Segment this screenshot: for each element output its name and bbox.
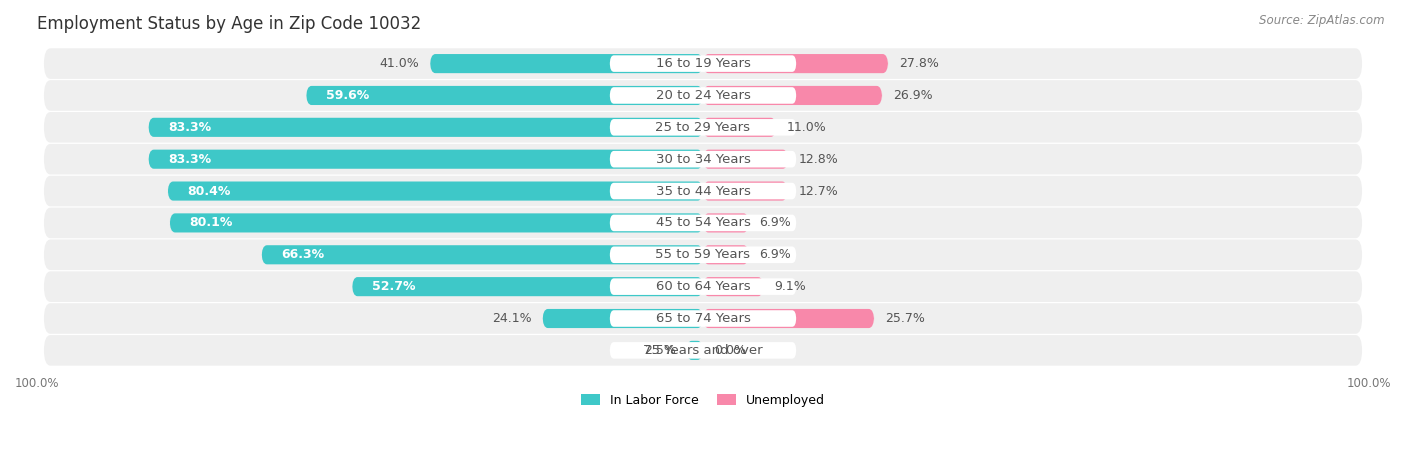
Text: 41.0%: 41.0% bbox=[380, 57, 419, 70]
Text: 2.5%: 2.5% bbox=[644, 344, 676, 357]
Text: 27.8%: 27.8% bbox=[898, 57, 939, 70]
FancyBboxPatch shape bbox=[610, 183, 796, 199]
Text: 16 to 19 Years: 16 to 19 Years bbox=[655, 57, 751, 70]
Text: 26.9%: 26.9% bbox=[893, 89, 932, 102]
Text: 24.1%: 24.1% bbox=[492, 312, 531, 325]
Text: 66.3%: 66.3% bbox=[281, 249, 325, 261]
FancyBboxPatch shape bbox=[262, 245, 703, 264]
FancyBboxPatch shape bbox=[610, 278, 796, 295]
Text: 80.1%: 80.1% bbox=[190, 216, 233, 230]
FancyBboxPatch shape bbox=[703, 245, 749, 264]
FancyBboxPatch shape bbox=[430, 54, 703, 73]
FancyBboxPatch shape bbox=[703, 213, 749, 232]
FancyBboxPatch shape bbox=[610, 55, 796, 72]
FancyBboxPatch shape bbox=[44, 335, 1362, 366]
FancyBboxPatch shape bbox=[149, 118, 703, 137]
FancyBboxPatch shape bbox=[543, 309, 703, 328]
Text: 12.7%: 12.7% bbox=[799, 184, 838, 198]
Text: 11.0%: 11.0% bbox=[787, 121, 827, 134]
FancyBboxPatch shape bbox=[307, 86, 703, 105]
Text: 55 to 59 Years: 55 to 59 Years bbox=[655, 249, 751, 261]
FancyBboxPatch shape bbox=[703, 150, 789, 169]
Text: Employment Status by Age in Zip Code 10032: Employment Status by Age in Zip Code 100… bbox=[37, 15, 422, 33]
FancyBboxPatch shape bbox=[703, 277, 763, 296]
FancyBboxPatch shape bbox=[44, 144, 1362, 175]
Text: 12.8%: 12.8% bbox=[799, 153, 838, 166]
FancyBboxPatch shape bbox=[610, 119, 796, 136]
Text: 75 Years and over: 75 Years and over bbox=[643, 344, 763, 357]
Text: 0.0%: 0.0% bbox=[714, 344, 745, 357]
FancyBboxPatch shape bbox=[352, 277, 703, 296]
FancyBboxPatch shape bbox=[686, 341, 703, 360]
Text: 59.6%: 59.6% bbox=[326, 89, 370, 102]
Legend: In Labor Force, Unemployed: In Labor Force, Unemployed bbox=[578, 390, 828, 411]
Text: 6.9%: 6.9% bbox=[759, 249, 792, 261]
FancyBboxPatch shape bbox=[44, 176, 1362, 207]
FancyBboxPatch shape bbox=[703, 54, 889, 73]
FancyBboxPatch shape bbox=[44, 239, 1362, 270]
Text: 25.7%: 25.7% bbox=[884, 312, 925, 325]
FancyBboxPatch shape bbox=[149, 150, 703, 169]
FancyBboxPatch shape bbox=[610, 342, 796, 359]
Text: 25 to 29 Years: 25 to 29 Years bbox=[655, 121, 751, 134]
FancyBboxPatch shape bbox=[610, 247, 796, 263]
FancyBboxPatch shape bbox=[167, 181, 703, 201]
FancyBboxPatch shape bbox=[703, 309, 875, 328]
FancyBboxPatch shape bbox=[610, 87, 796, 104]
Text: 60 to 64 Years: 60 to 64 Years bbox=[655, 280, 751, 293]
FancyBboxPatch shape bbox=[703, 118, 776, 137]
Text: 9.1%: 9.1% bbox=[775, 280, 806, 293]
Text: 6.9%: 6.9% bbox=[759, 216, 792, 230]
Text: 83.3%: 83.3% bbox=[169, 153, 211, 166]
Text: 35 to 44 Years: 35 to 44 Years bbox=[655, 184, 751, 198]
FancyBboxPatch shape bbox=[610, 310, 796, 327]
FancyBboxPatch shape bbox=[44, 207, 1362, 238]
FancyBboxPatch shape bbox=[44, 112, 1362, 143]
Text: 30 to 34 Years: 30 to 34 Years bbox=[655, 153, 751, 166]
FancyBboxPatch shape bbox=[610, 151, 796, 167]
FancyBboxPatch shape bbox=[44, 303, 1362, 334]
FancyBboxPatch shape bbox=[44, 48, 1362, 79]
FancyBboxPatch shape bbox=[703, 181, 787, 201]
FancyBboxPatch shape bbox=[44, 272, 1362, 302]
Text: 52.7%: 52.7% bbox=[373, 280, 416, 293]
FancyBboxPatch shape bbox=[703, 86, 882, 105]
Text: 20 to 24 Years: 20 to 24 Years bbox=[655, 89, 751, 102]
Text: 80.4%: 80.4% bbox=[188, 184, 231, 198]
Text: 45 to 54 Years: 45 to 54 Years bbox=[655, 216, 751, 230]
FancyBboxPatch shape bbox=[44, 80, 1362, 111]
Text: 65 to 74 Years: 65 to 74 Years bbox=[655, 312, 751, 325]
Text: 83.3%: 83.3% bbox=[169, 121, 211, 134]
Text: Source: ZipAtlas.com: Source: ZipAtlas.com bbox=[1260, 14, 1385, 27]
FancyBboxPatch shape bbox=[610, 215, 796, 231]
FancyBboxPatch shape bbox=[170, 213, 703, 232]
